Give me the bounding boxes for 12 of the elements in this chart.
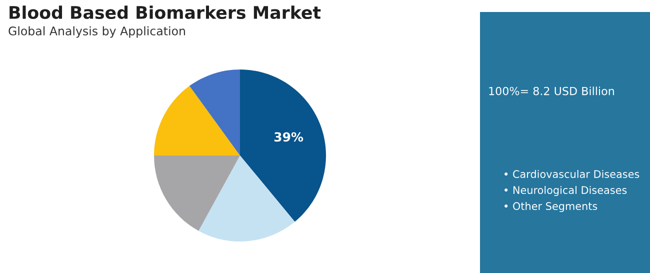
pie-slice — [240, 70, 326, 222]
text: • Cardiovascular Diseases — [504, 170, 640, 178]
pie-slice — [198, 156, 295, 242]
text: 100%= 8.2 USD Billion — [489, 86, 614, 96]
pie-slice — [154, 86, 240, 156]
text: • Neurological Diseases — [504, 186, 627, 196]
data-label: 39% — [274, 132, 304, 142]
chart-subtitle: Global Analysis by Application — [8, 26, 185, 38]
pie-slice — [189, 70, 240, 156]
chart-title: Blood Based Biomarkers Market — [10, 6, 321, 20]
pie-slice — [154, 156, 240, 231]
text: • Other Segments — [504, 202, 598, 212]
